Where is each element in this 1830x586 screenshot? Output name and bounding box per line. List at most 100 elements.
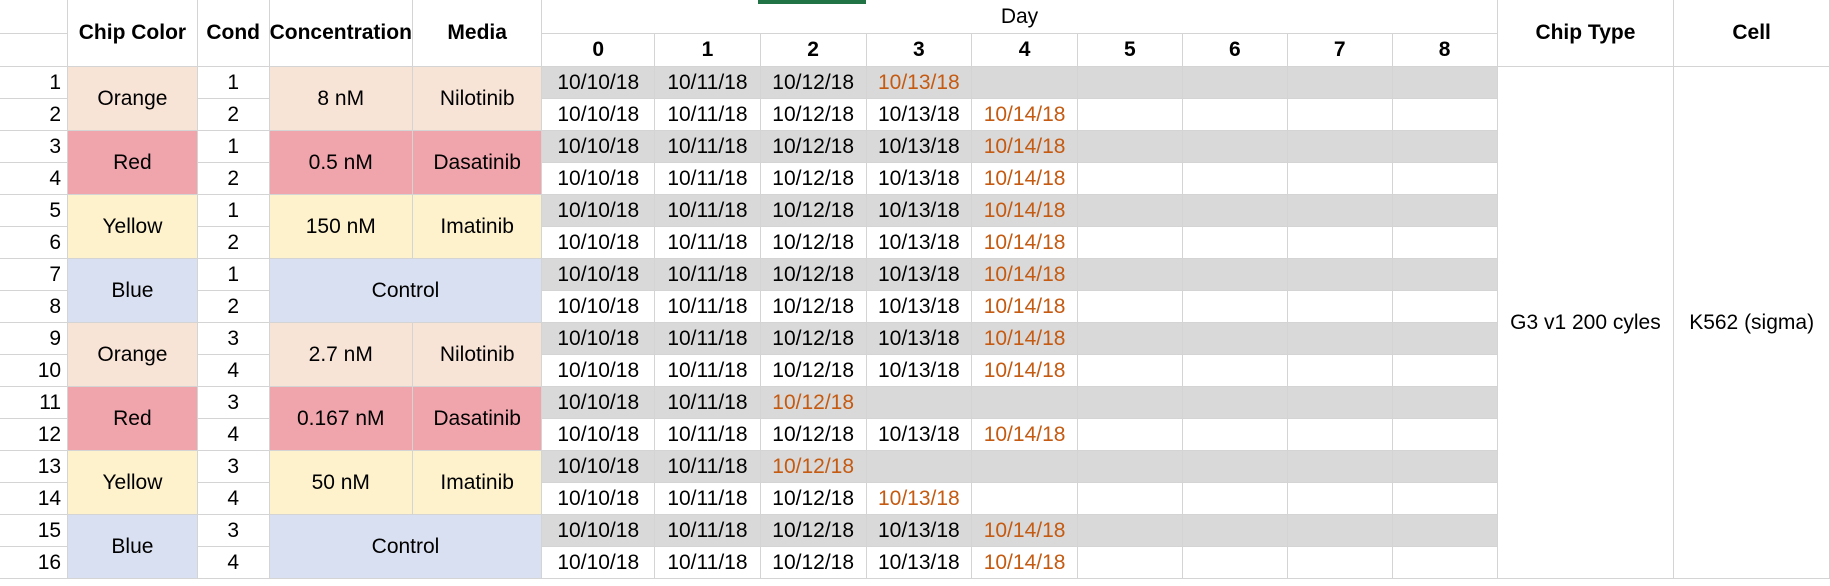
concentration-cell[interactable]: 2.7 nM: [269, 322, 413, 387]
cond-cell[interactable]: 3: [197, 386, 270, 419]
date-cell[interactable]: 10/13/18: [866, 98, 973, 131]
date-cell[interactable]: [1392, 546, 1498, 579]
date-cell[interactable]: [1392, 98, 1498, 131]
date-cell[interactable]: 10/11/18: [654, 226, 761, 259]
date-cell[interactable]: 10/12/18: [760, 514, 867, 547]
date-cell[interactable]: [1077, 546, 1183, 579]
header-day-0[interactable]: 0: [541, 33, 656, 67]
cond-cell[interactable]: 4: [197, 482, 270, 515]
concentration-cell[interactable]: 0.167 nM: [269, 386, 413, 451]
cond-cell[interactable]: 4: [197, 418, 270, 451]
concentration-cell[interactable]: 50 nM: [269, 450, 413, 515]
date-cell[interactable]: [1392, 290, 1498, 323]
date-cell[interactable]: [1182, 290, 1288, 323]
date-cell[interactable]: [1287, 66, 1393, 99]
control-cell[interactable]: Control: [269, 514, 543, 579]
date-cell[interactable]: 10/12/18: [760, 290, 867, 323]
header-media[interactable]: Media: [412, 0, 543, 67]
chip-color-cell[interactable]: Red: [67, 386, 198, 451]
date-cell[interactable]: [1392, 386, 1498, 419]
date-cell[interactable]: 10/10/18: [541, 66, 656, 99]
row-number[interactable]: 3: [0, 130, 69, 163]
date-cell[interactable]: [1077, 162, 1183, 195]
cond-cell[interactable]: 3: [197, 514, 270, 547]
date-cell[interactable]: 10/12/18: [760, 194, 867, 227]
date-cell[interactable]: 10/14/18: [971, 418, 1078, 451]
cond-cell[interactable]: 1: [197, 194, 270, 227]
date-cell[interactable]: [1287, 322, 1393, 355]
date-cell[interactable]: [1287, 162, 1393, 195]
date-cell[interactable]: 10/13/18: [866, 162, 973, 195]
date-cell[interactable]: [1287, 98, 1393, 131]
date-cell[interactable]: [1287, 482, 1393, 515]
date-cell[interactable]: [1077, 290, 1183, 323]
cond-cell[interactable]: 2: [197, 98, 270, 131]
date-cell[interactable]: [1392, 482, 1498, 515]
date-cell[interactable]: 10/14/18: [971, 354, 1078, 387]
date-cell[interactable]: [1287, 514, 1393, 547]
date-cell[interactable]: 10/13/18: [866, 226, 973, 259]
date-cell[interactable]: 10/10/18: [541, 98, 656, 131]
date-cell[interactable]: [1287, 450, 1393, 483]
date-cell[interactable]: [1077, 226, 1183, 259]
row-number[interactable]: 10: [0, 354, 69, 387]
date-cell[interactable]: [1392, 322, 1498, 355]
date-cell[interactable]: 10/12/18: [760, 98, 867, 131]
media-cell[interactable]: Nilotinib: [412, 322, 543, 387]
date-cell[interactable]: [1182, 514, 1288, 547]
date-cell[interactable]: 10/12/18: [760, 130, 867, 163]
date-cell[interactable]: [1077, 514, 1183, 547]
date-cell[interactable]: [1182, 130, 1288, 163]
date-cell[interactable]: 10/10/18: [541, 194, 656, 227]
header-day-2[interactable]: 2: [760, 33, 867, 67]
date-cell[interactable]: [971, 482, 1078, 515]
row-number[interactable]: 12: [0, 418, 69, 451]
media-cell[interactable]: Dasatinib: [412, 386, 543, 451]
header-concentration[interactable]: Concentration: [269, 0, 413, 67]
header-day-3[interactable]: 3: [866, 33, 973, 67]
date-cell[interactable]: 10/14/18: [971, 290, 1078, 323]
date-cell[interactable]: 10/10/18: [541, 322, 656, 355]
row-number[interactable]: 4: [0, 162, 69, 195]
date-cell[interactable]: 10/10/18: [541, 386, 656, 419]
date-cell[interactable]: 10/12/18: [760, 66, 867, 99]
cond-cell[interactable]: 4: [197, 546, 270, 579]
date-cell[interactable]: 10/13/18: [866, 514, 973, 547]
date-cell[interactable]: [1392, 226, 1498, 259]
date-cell[interactable]: 10/11/18: [654, 322, 761, 355]
chip-color-cell[interactable]: Blue: [67, 514, 198, 579]
date-cell[interactable]: [1182, 322, 1288, 355]
date-cell[interactable]: 10/14/18: [971, 194, 1078, 227]
date-cell[interactable]: 10/13/18: [866, 322, 973, 355]
date-cell[interactable]: 10/11/18: [654, 162, 761, 195]
date-cell[interactable]: [1287, 130, 1393, 163]
date-cell[interactable]: [971, 450, 1078, 483]
date-cell[interactable]: [1287, 386, 1393, 419]
date-cell[interactable]: [1077, 482, 1183, 515]
header-day-6[interactable]: 6: [1182, 33, 1288, 67]
control-cell[interactable]: Control: [269, 258, 543, 323]
row-number[interactable]: 9: [0, 322, 69, 355]
date-cell[interactable]: 10/10/18: [541, 418, 656, 451]
row-number[interactable]: 5: [0, 194, 69, 227]
date-cell[interactable]: [1077, 258, 1183, 291]
date-cell[interactable]: [1287, 546, 1393, 579]
cond-cell[interactable]: 1: [197, 258, 270, 291]
header-day-1[interactable]: 1: [654, 33, 761, 67]
date-cell[interactable]: [1287, 194, 1393, 227]
date-cell[interactable]: [1182, 98, 1288, 131]
date-cell[interactable]: 10/12/18: [760, 386, 867, 419]
date-cell[interactable]: 10/12/18: [760, 450, 867, 483]
date-cell[interactable]: [1182, 226, 1288, 259]
date-cell[interactable]: [1287, 258, 1393, 291]
blank-header-cell[interactable]: [0, 33, 69, 67]
cond-cell[interactable]: 1: [197, 130, 270, 163]
date-cell[interactable]: 10/12/18: [760, 546, 867, 579]
cond-cell[interactable]: 4: [197, 354, 270, 387]
cond-cell[interactable]: 2: [197, 226, 270, 259]
date-cell[interactable]: 10/10/18: [541, 514, 656, 547]
date-cell[interactable]: [1077, 98, 1183, 131]
date-cell[interactable]: 10/10/18: [541, 162, 656, 195]
date-cell[interactable]: 10/10/18: [541, 482, 656, 515]
chip-color-cell[interactable]: Orange: [67, 66, 198, 131]
